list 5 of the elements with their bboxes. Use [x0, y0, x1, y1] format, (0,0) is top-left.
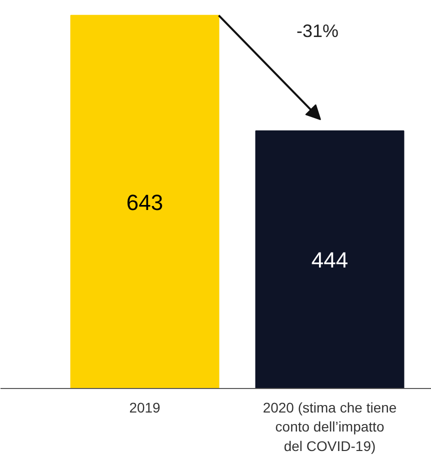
x-tick-label: 2020 (stima che tiene conto dell’impatto del COVID-19): [262, 400, 397, 454]
annotation: -31%: [296, 21, 338, 42]
data-label: 643: [126, 190, 164, 215]
data-label: 444: [311, 248, 348, 273]
x-tick-label: 2019: [129, 400, 161, 416]
